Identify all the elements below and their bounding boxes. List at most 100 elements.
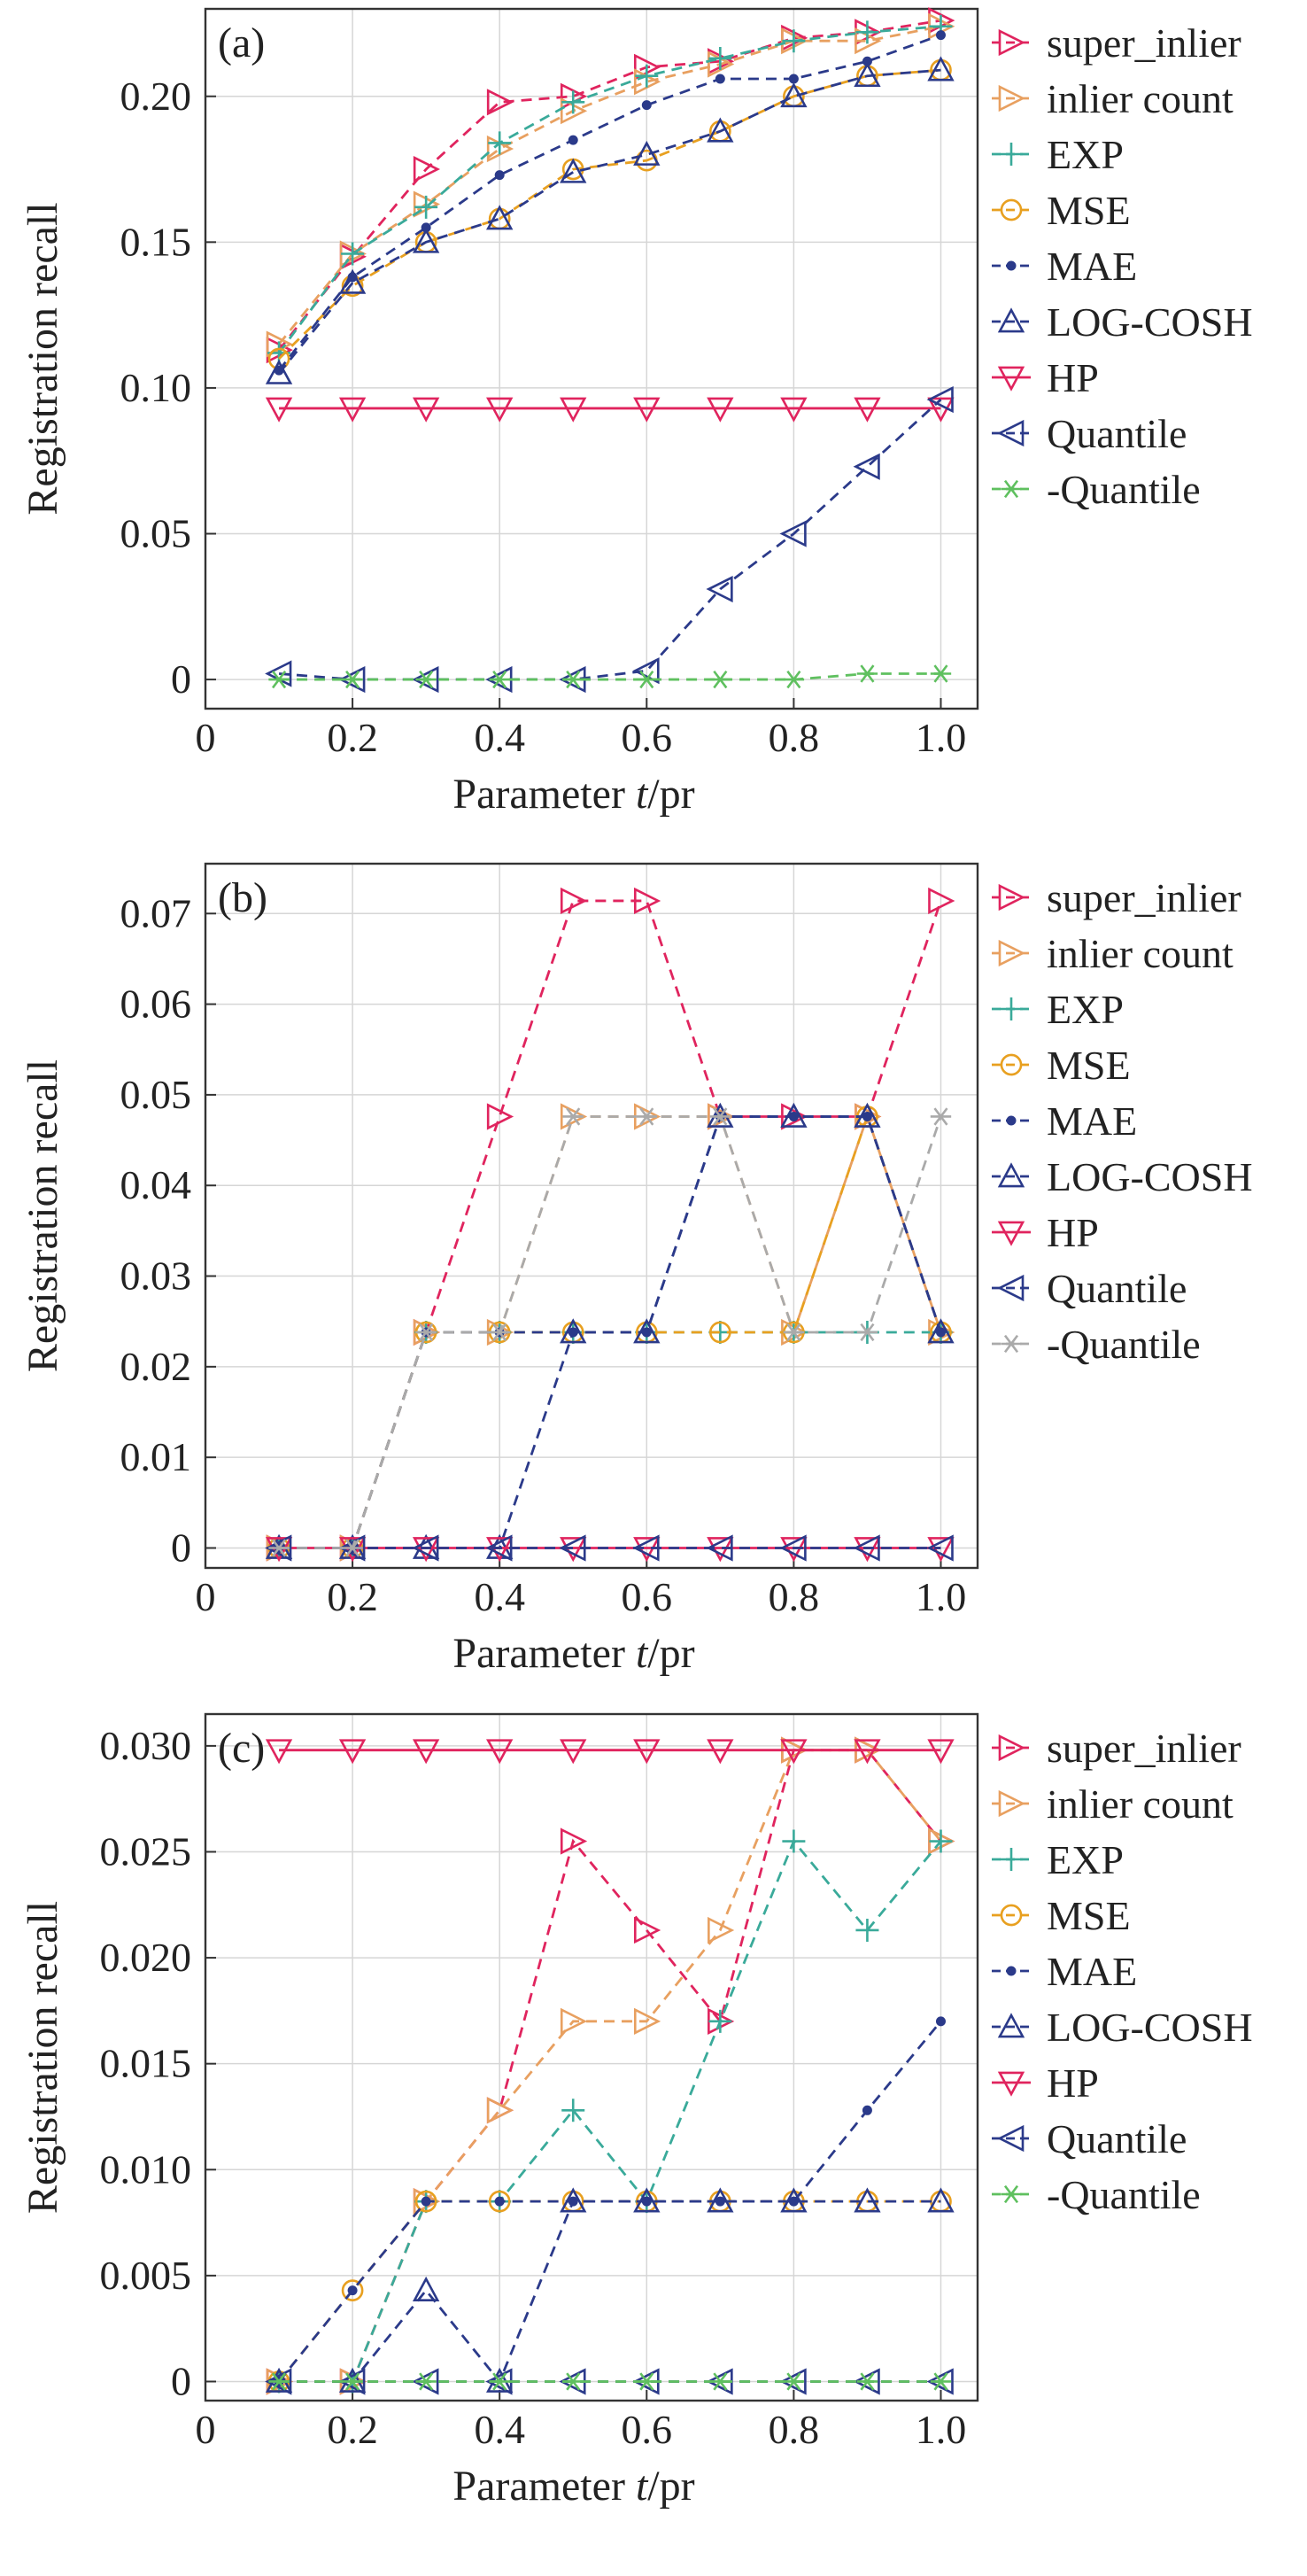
- series-log-cosh: [265, 56, 955, 384]
- legend-label: MSE: [1047, 1043, 1131, 1088]
- data-point-mae: [494, 2196, 505, 2207]
- data-point-log-cosh: [560, 1318, 587, 1344]
- data-point-hp: [707, 1739, 734, 1765]
- series-hp: [265, 397, 955, 423]
- data-point-mae: [641, 100, 652, 111]
- x-tick-label: 1.0: [916, 2407, 967, 2452]
- data-point-exp: [561, 90, 585, 114]
- data-point-log-cosh: [927, 56, 955, 81]
- data-point-quantile: [779, 2368, 807, 2395]
- data-point-inlier-count: [708, 1916, 735, 1944]
- series-super-inlier: [266, 7, 955, 364]
- data-point-quantile: [415, 2372, 437, 2391]
- y-tick-label: 0.03: [120, 1253, 192, 1299]
- y-tick-label: 0.06: [120, 982, 192, 1027]
- legend-label: EXP: [1047, 1837, 1124, 1882]
- chart-panel-b: 0 0.2 0.4 0.6 0.8 1.0 0 0.01 0.02 0.03 0.04 0.05 0.0…: [19, 862, 1253, 1677]
- data-point-exp: [782, 29, 806, 53]
- data-point-quantile: [779, 520, 807, 547]
- data-point-mae: [421, 2196, 431, 2207]
- legend-label: super_inlier: [1047, 20, 1241, 66]
- legend-entry-super-inlier: super_inlier: [992, 875, 1241, 920]
- legend-marker: [997, 419, 1025, 447]
- data-point-super-inlier: [633, 1916, 661, 1944]
- data-point-log-cosh: [412, 2276, 440, 2301]
- legend-entry-quantile: Quantile: [992, 411, 1187, 456]
- data-point-exp: [561, 2099, 585, 2122]
- data-point-super-inlier: [633, 887, 661, 915]
- data-point-quantile: [930, 1107, 952, 1126]
- series-line-mse: [277, 2200, 941, 2383]
- x-tick-label: 1.0: [916, 1574, 967, 1619]
- data-point-mae: [347, 2285, 358, 2296]
- data-point-hp: [780, 397, 808, 423]
- x-tick-label: 0.6: [622, 1574, 673, 1619]
- legend-marker: [997, 366, 1025, 392]
- data-point-inlier-count: [633, 2007, 661, 2035]
- x-tick-label: 0.8: [769, 1574, 820, 1619]
- y-axis-label: Registration recall: [19, 1901, 66, 2214]
- x-tick-label: 0.2: [327, 715, 378, 760]
- data-point-hp: [560, 397, 587, 423]
- plot-area-frame: [204, 7, 979, 710]
- y-tick-label: 0: [171, 656, 191, 702]
- x-tick-label: 0.8: [769, 2407, 820, 2452]
- data-point-mae: [788, 74, 799, 84]
- legend-marker: [1001, 1334, 1022, 1354]
- x-axis-label: Parameter t/pr: [452, 2463, 694, 2510]
- legend-label: EXP: [1047, 132, 1124, 177]
- legend-entry-exp: EXP: [992, 987, 1124, 1032]
- data-point-log-cosh: [412, 228, 440, 253]
- data-point-mse: [708, 1321, 731, 1344]
- data-point-exp: [341, 242, 365, 266]
- legend-marker: [1001, 2184, 1022, 2204]
- data-point-quantile: [412, 665, 439, 694]
- legend-marker: [1001, 479, 1022, 499]
- data-point-mae: [568, 135, 578, 145]
- data-point-quantile: [783, 1323, 805, 1342]
- data-point-hp: [486, 1739, 514, 1765]
- legend-entry-super-inlier: super_inlier: [992, 1726, 1241, 1771]
- data-point-super-inlier: [486, 1103, 514, 1130]
- legend-entry-log-cosh: LOG-COSH: [992, 2005, 1253, 2050]
- data-point-quantile: [783, 670, 805, 689]
- data-point-exp: [635, 64, 659, 88]
- series-log-cosh: [265, 2187, 955, 2393]
- series-super-inlier: [266, 1736, 955, 2395]
- data-point-quantile: [412, 1534, 439, 1562]
- data-point-mae: [788, 2196, 799, 2207]
- data-point-super-inlier: [928, 887, 955, 915]
- legend-label: LOG-COSH: [1047, 299, 1253, 345]
- y-tick-label: 0: [171, 2358, 191, 2403]
- legend-entry-mse: MSE: [992, 1043, 1131, 1088]
- data-point-mae: [715, 74, 725, 84]
- data-point-exp: [929, 1829, 953, 1853]
- y-tick-label: 0.07: [120, 890, 192, 935]
- legend-entry-quantile: Quantile: [992, 2116, 1187, 2161]
- legend-marker: [1000, 997, 1023, 1020]
- data-point-log-cosh: [780, 1102, 808, 1128]
- data-point-quantile: [489, 2372, 510, 2391]
- series-line-quantile: [279, 1115, 942, 1549]
- panel-label: (c): [218, 1725, 265, 1772]
- series-line-mse: [278, 68, 941, 360]
- data-point-log-cosh: [780, 82, 808, 108]
- series-line-exp: [279, 1331, 941, 1549]
- y-tick-label: 0.020: [100, 1935, 192, 1980]
- data-point-quantile: [709, 670, 731, 689]
- x-tick-label: 0: [196, 2407, 216, 2452]
- y-tick-label: 0.20: [120, 74, 192, 119]
- data-point-quantile: [562, 2372, 584, 2391]
- legend-label: HP: [1047, 1210, 1099, 1255]
- series-line-super-inlier: [279, 1749, 942, 2383]
- legend-marker: [997, 1274, 1025, 1302]
- data-point-quantile: [562, 1107, 584, 1126]
- data-point-quantile: [415, 1323, 437, 1342]
- legend-entry-quantile: Quantile: [992, 1266, 1187, 1311]
- data-point-mse: [414, 2190, 437, 2213]
- data-point-log-cosh: [780, 2187, 808, 2213]
- legend-entry-exp: EXP: [992, 132, 1124, 177]
- data-point-quantile: [856, 664, 878, 683]
